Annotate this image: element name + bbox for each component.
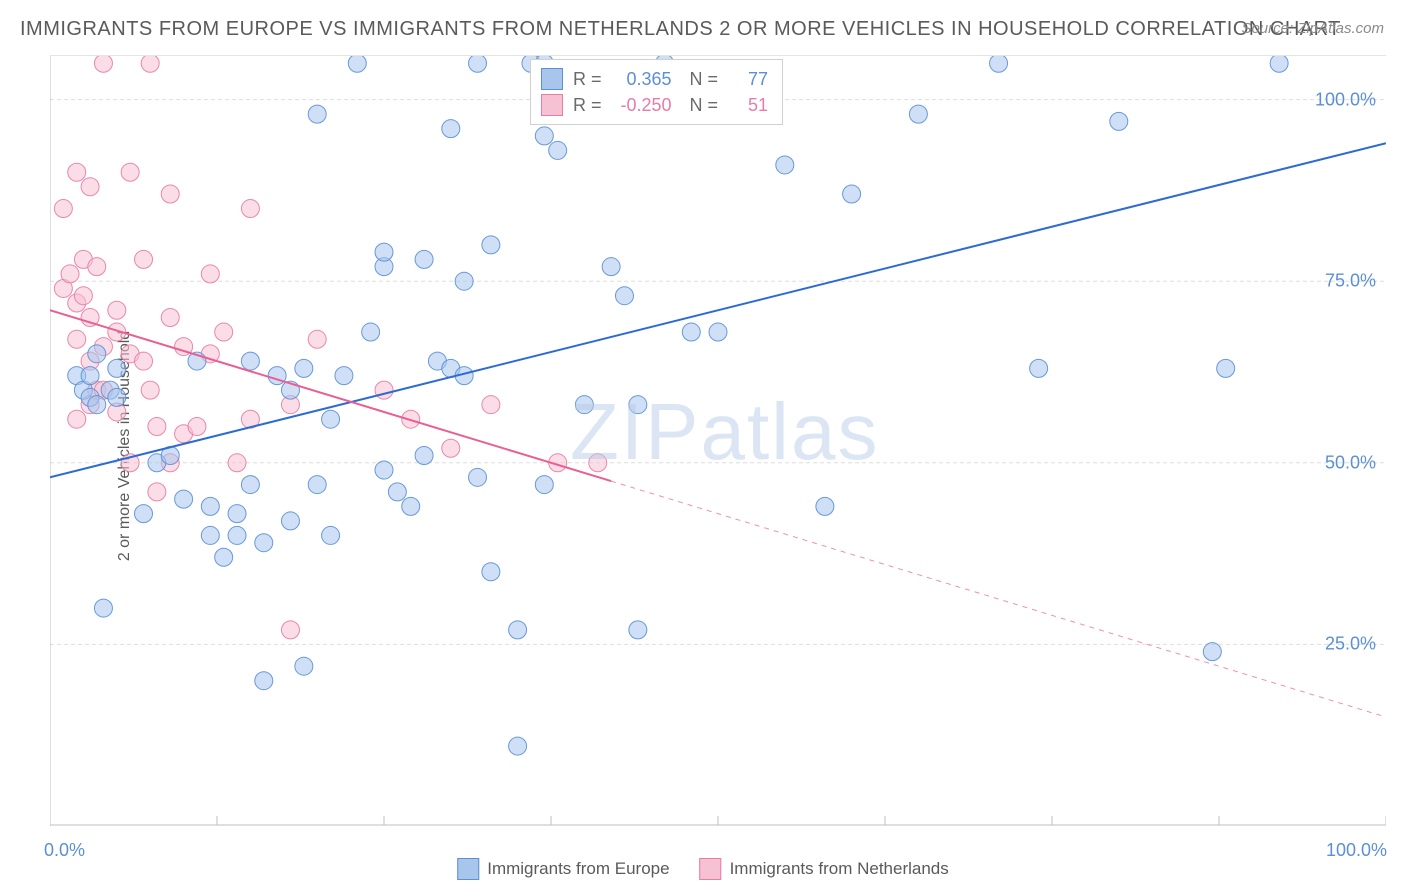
chart-title: IMMIGRANTS FROM EUROPE VS IMMIGRANTS FRO… (20, 18, 1341, 41)
y-tick-label: 75.0% (1325, 271, 1376, 292)
stats-row: R = 0.365 N = 77 (541, 66, 768, 92)
stat-r-value: -0.250 (612, 95, 672, 116)
stats-row: R = -0.250 N = 51 (541, 92, 768, 118)
legend-swatch (457, 858, 479, 880)
stat-r-label: R = (573, 69, 602, 90)
stat-n-label: N = (690, 95, 719, 116)
stat-n-label: N = (690, 69, 719, 90)
x-tick-label: 100.0% (1326, 840, 1387, 861)
plot-area: ZIPatlas 25.0%50.0%75.0%100.0% 0.0%100.0… (50, 55, 1386, 826)
stat-n-value: 77 (728, 69, 768, 90)
y-tick-label: 50.0% (1325, 452, 1376, 473)
legend-item: Immigrants from Netherlands (700, 858, 949, 880)
stat-n-value: 51 (728, 95, 768, 116)
y-tick-label: 25.0% (1325, 634, 1376, 655)
series-swatch (541, 68, 563, 90)
y-tick-label: 100.0% (1315, 89, 1376, 110)
legend-label: Immigrants from Netherlands (730, 859, 949, 879)
legend-item: Immigrants from Europe (457, 858, 669, 880)
stat-r-value: 0.365 (612, 69, 672, 90)
chart-svg (50, 56, 1386, 826)
series-legend: Immigrants from Europe Immigrants from Ne… (457, 858, 949, 880)
stats-box: R = 0.365 N = 77 R = -0.250 N = 51 (530, 59, 783, 125)
x-tick-label: 0.0% (44, 840, 85, 861)
legend-swatch (700, 858, 722, 880)
series-swatch (541, 94, 563, 116)
stat-r-label: R = (573, 95, 602, 116)
source-credit: Source: ZipAtlas.com (1241, 20, 1384, 37)
legend-label: Immigrants from Europe (487, 859, 669, 879)
